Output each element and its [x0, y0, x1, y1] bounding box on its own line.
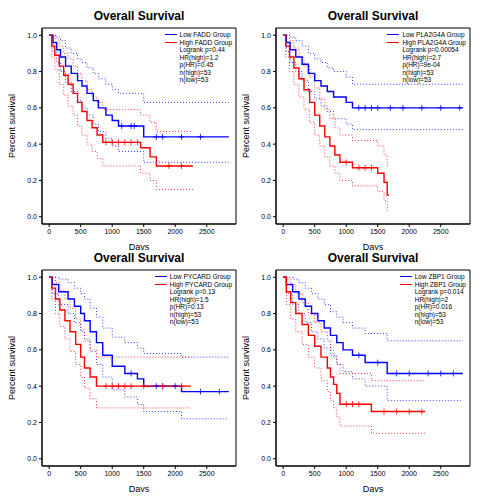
html-text:Logrank p=0.13: Logrank p=0.13 — [169, 288, 216, 295]
svg-text:Days: Days — [363, 484, 384, 492]
svg-text:0: 0 — [47, 228, 51, 235]
svg-text:500: 500 — [75, 228, 87, 235]
svg-text:2000: 2000 — [167, 470, 183, 477]
svg-text:0.2: 0.2 — [27, 177, 37, 184]
html-text:Overall Survival: Overall Survival — [327, 9, 419, 23]
svg-text:2500: 2500 — [199, 228, 215, 235]
svg-text:1.0: 1.0 — [261, 274, 271, 281]
html-text:Logrank p=0.44: Logrank p=0.44 — [179, 46, 225, 53]
svg-text:1500: 1500 — [136, 228, 152, 235]
html-text:p(HR)=0.45: p(HR)=0.45 — [179, 61, 214, 68]
svg-text:0.6: 0.6 — [261, 104, 271, 111]
svg-text:2500: 2500 — [199, 470, 215, 477]
html-text:HR(high)=2.7: HR(high)=2.7 — [402, 53, 442, 61]
html-text:p(HR)=0.13: p(HR)=0.13 — [169, 303, 204, 310]
svg-text:1.0: 1.0 — [27, 32, 37, 39]
svg-text:1.0: 1.0 — [261, 32, 271, 39]
svg-text:0: 0 — [281, 228, 285, 235]
html-text:n(low)=53: n(low)=53 — [414, 318, 444, 325]
svg-text:0.0: 0.0 — [261, 455, 271, 462]
html-text:n(low)=53: n(low)=53 — [179, 76, 209, 83]
html-text:Overall Survival: Overall Survival — [327, 251, 419, 265]
html-text:Overall Survival: Overall Survival — [93, 9, 185, 23]
html-text:Low PLA2G4A Group: Low PLA2G4A Group — [402, 31, 465, 38]
svg-text:0: 0 — [281, 470, 285, 477]
svg-text:0: 0 — [47, 470, 51, 477]
svg-text:2000: 2000 — [167, 228, 183, 235]
svg-text:Percent survival: Percent survival — [8, 94, 17, 158]
svg-text:0.2: 0.2 — [27, 419, 37, 426]
svg-text:0.4: 0.4 — [261, 141, 271, 148]
html-text:Logrank p=0.014: Logrank p=0.014 — [414, 288, 464, 295]
html-text:n(low)=53: n(low)=53 — [402, 76, 432, 83]
svg-text:2000: 2000 — [401, 470, 417, 477]
html-text:n(low)=53: n(low)=53 — [169, 318, 199, 325]
html-text:n(high)=53: n(high)=53 — [402, 68, 434, 76]
html-text:Overall Survival: Overall Survival — [93, 251, 185, 265]
html-text:Low FADD Group: Low FADD Group — [179, 31, 231, 38]
svg-text:0.8: 0.8 — [27, 68, 37, 75]
svg-text:0.6: 0.6 — [27, 346, 37, 353]
svg-text:2000: 2000 — [401, 228, 417, 235]
html-text:Logrank p=0.00054: Logrank p=0.00054 — [402, 46, 459, 53]
svg-text:1000: 1000 — [104, 228, 120, 235]
svg-text:Percent survival: Percent survival — [242, 94, 251, 158]
html-text:n(high)=53: n(high)=53 — [179, 68, 211, 76]
svg-text:1500: 1500 — [136, 470, 152, 477]
svg-text:0.4: 0.4 — [27, 141, 37, 148]
svg-text:0.4: 0.4 — [261, 383, 271, 390]
html-text:p(HR)=0.016: p(HR)=0.016 — [414, 303, 453, 310]
svg-text:500: 500 — [309, 228, 321, 235]
svg-text:0.8: 0.8 — [261, 310, 271, 317]
html-text:High PLA2G4A Group: High PLA2G4A Group — [402, 38, 466, 46]
svg-text:1500: 1500 — [370, 470, 386, 477]
svg-text:1000: 1000 — [338, 470, 354, 477]
html-text:High FADD Group: High FADD Group — [179, 38, 232, 46]
svg-text:0.0: 0.0 — [27, 455, 37, 462]
svg-text:2500: 2500 — [433, 228, 449, 235]
svg-text:0.0: 0.0 — [261, 213, 271, 220]
svg-text:500: 500 — [75, 470, 87, 477]
html-text:HR(high)=1.5: HR(high)=1.5 — [169, 295, 209, 303]
html-text:High PYCARD Group: High PYCARD Group — [169, 280, 232, 288]
html-text:n(high)=53: n(high)=53 — [169, 310, 202, 318]
svg-text:0.6: 0.6 — [261, 346, 271, 353]
svg-text:1000: 1000 — [104, 470, 120, 477]
html-text:Low PYCARD Group: Low PYCARD Group — [169, 273, 231, 280]
svg-text:0.6: 0.6 — [27, 104, 37, 111]
html-text:HR(high)=1.2: HR(high)=1.2 — [179, 53, 219, 61]
svg-text:0.2: 0.2 — [261, 419, 271, 426]
html-text:HR(high)=2: HR(high)=2 — [414, 295, 449, 303]
html-text:Low ZBP1 Group: Low ZBP1 Group — [414, 273, 465, 280]
html-text:High ZBP1 Group: High ZBP1 Group — [414, 280, 466, 288]
svg-text:0.8: 0.8 — [27, 310, 37, 317]
svg-text:500: 500 — [309, 470, 321, 477]
svg-text:Percent survival: Percent survival — [242, 336, 251, 400]
svg-text:2500: 2500 — [433, 470, 449, 477]
svg-text:0.2: 0.2 — [261, 177, 271, 184]
svg-text:Days: Days — [363, 242, 384, 250]
html-text:p(HR)=9e-04: p(HR)=9e-04 — [402, 61, 441, 68]
svg-text:1000: 1000 — [338, 228, 354, 235]
svg-text:0.0: 0.0 — [27, 213, 37, 220]
svg-text:Days: Days — [129, 484, 150, 492]
svg-text:1.0: 1.0 — [27, 274, 37, 281]
svg-text:0.8: 0.8 — [261, 68, 271, 75]
svg-text:Days: Days — [129, 242, 150, 250]
svg-text:Percent survival: Percent survival — [8, 336, 17, 400]
html-text:n(high)=53: n(high)=53 — [414, 310, 446, 318]
svg-text:1500: 1500 — [370, 228, 386, 235]
svg-text:0.4: 0.4 — [27, 383, 37, 390]
